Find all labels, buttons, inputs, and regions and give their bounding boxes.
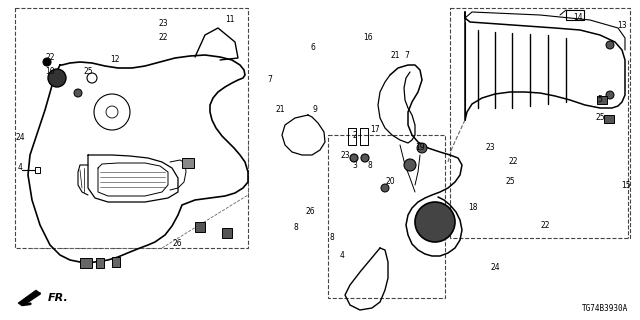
Text: 9: 9 xyxy=(312,106,317,115)
Bar xyxy=(80,258,92,268)
Bar xyxy=(112,257,120,267)
Text: 11: 11 xyxy=(225,15,235,25)
Text: 26: 26 xyxy=(172,239,182,249)
Circle shape xyxy=(415,202,455,242)
Text: 13: 13 xyxy=(617,20,627,29)
Circle shape xyxy=(74,89,82,97)
Text: 4: 4 xyxy=(340,251,344,260)
Bar xyxy=(566,10,584,20)
Bar xyxy=(604,115,614,123)
Text: 8: 8 xyxy=(367,161,372,170)
Circle shape xyxy=(43,58,51,66)
Text: 7: 7 xyxy=(268,76,273,84)
Bar xyxy=(328,135,445,298)
Text: 16: 16 xyxy=(363,34,373,43)
Bar xyxy=(597,96,607,104)
Bar xyxy=(222,228,232,238)
Text: 22: 22 xyxy=(158,34,168,43)
Bar xyxy=(15,8,248,248)
Text: 10: 10 xyxy=(45,68,55,76)
Text: 3: 3 xyxy=(353,161,357,170)
Circle shape xyxy=(361,154,369,162)
Text: 4: 4 xyxy=(17,164,22,172)
Text: 18: 18 xyxy=(468,204,477,212)
Text: 6: 6 xyxy=(310,43,316,52)
Bar xyxy=(35,167,40,173)
Polygon shape xyxy=(18,290,40,306)
Text: 23: 23 xyxy=(158,20,168,28)
Text: FR.: FR. xyxy=(48,293,68,303)
Text: 17: 17 xyxy=(370,125,380,134)
Text: TG74B3930A: TG74B3930A xyxy=(582,304,628,313)
Circle shape xyxy=(606,91,614,99)
Circle shape xyxy=(48,69,66,87)
Circle shape xyxy=(350,154,358,162)
Text: 15: 15 xyxy=(621,180,631,189)
Text: 8: 8 xyxy=(330,234,334,243)
Text: 21: 21 xyxy=(390,51,400,60)
Text: 23: 23 xyxy=(340,150,350,159)
Text: 24: 24 xyxy=(490,263,500,273)
Text: 21: 21 xyxy=(275,106,285,115)
Text: 7: 7 xyxy=(404,51,410,60)
Circle shape xyxy=(404,159,416,171)
Circle shape xyxy=(606,41,614,49)
Circle shape xyxy=(381,184,389,192)
Text: 23: 23 xyxy=(485,143,495,153)
Text: 22: 22 xyxy=(540,220,550,229)
Text: 5: 5 xyxy=(598,95,602,105)
Bar xyxy=(182,158,194,168)
Text: 8: 8 xyxy=(294,223,298,233)
Text: 26: 26 xyxy=(305,207,315,217)
Bar xyxy=(195,222,205,232)
Text: 14: 14 xyxy=(573,13,583,22)
Bar xyxy=(96,258,104,268)
Text: 22: 22 xyxy=(508,157,518,166)
Bar xyxy=(450,8,630,238)
Text: 25: 25 xyxy=(505,178,515,187)
Text: 24: 24 xyxy=(15,133,25,142)
Text: 20: 20 xyxy=(385,178,395,187)
Text: 25: 25 xyxy=(83,68,93,76)
Text: 22: 22 xyxy=(45,53,55,62)
Text: 25: 25 xyxy=(595,114,605,123)
Text: 2: 2 xyxy=(353,131,357,140)
Text: 12: 12 xyxy=(110,55,120,65)
Text: 19: 19 xyxy=(415,143,425,153)
Circle shape xyxy=(417,143,427,153)
